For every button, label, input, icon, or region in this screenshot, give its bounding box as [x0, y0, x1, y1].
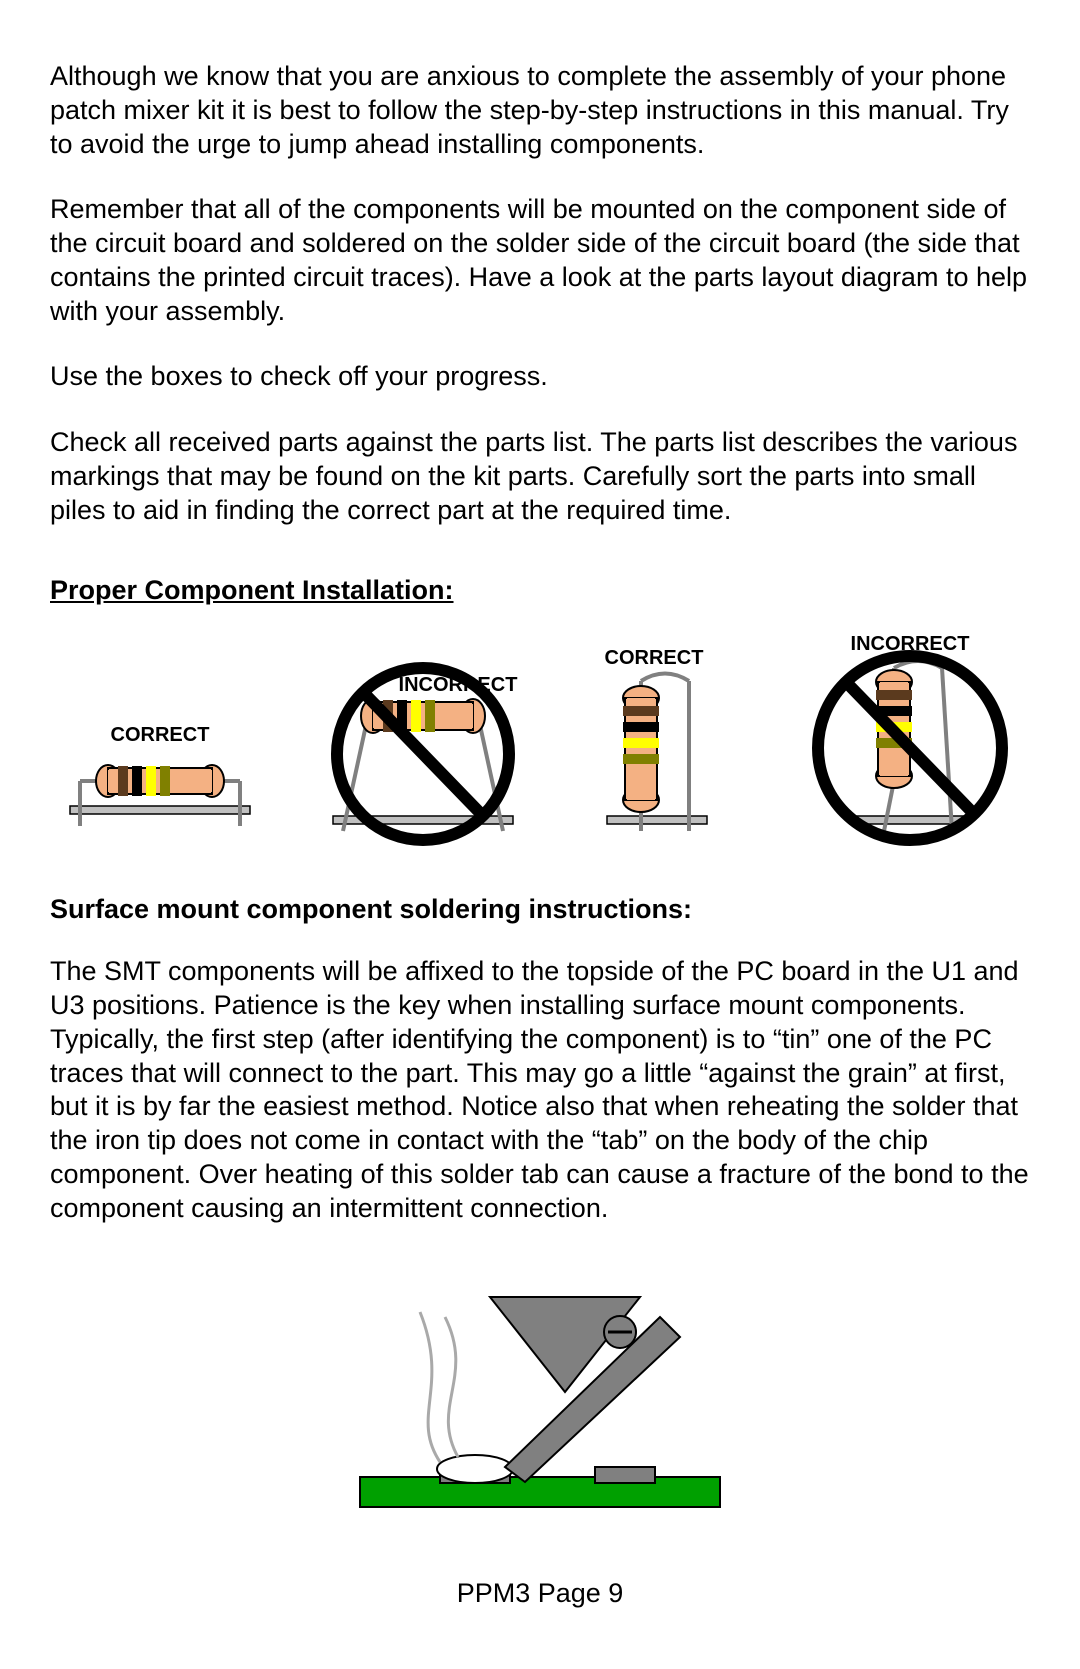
page: Although we know that you are anxious to…: [0, 0, 1080, 1669]
heading-smt-soldering: Surface mount component soldering instru…: [50, 894, 1030, 925]
label-correct-1: CORRECT: [111, 724, 210, 746]
smt-soldering-diagram: [340, 1257, 740, 1517]
page-footer: PPM3 Page 9: [0, 1578, 1080, 1609]
smt-diagram-wrapper: [50, 1257, 1030, 1517]
smoke-icon: [420, 1312, 458, 1462]
soldering-iron-icon: [490, 1297, 680, 1482]
paragraph-4: Check all received parts against the par…: [50, 426, 1030, 527]
panel-correct-horizontal: CORRECT: [50, 676, 270, 846]
vertical-resistor-icon: [623, 686, 659, 812]
paragraph-3: Use the boxes to check off your progress…: [50, 360, 1030, 394]
label-correct-2: CORRECT: [604, 647, 703, 669]
paragraph-5: The SMT components will be affixed to th…: [50, 955, 1030, 1225]
paragraph-2: Remember that all of the components will…: [50, 193, 1030, 328]
panel-incorrect-vertical: INCORRECT: [790, 626, 1030, 846]
panel-correct-vertical: CORRECT: [577, 636, 757, 846]
component-installation-diagram: CORRECT: [50, 626, 1030, 846]
paragraph-1: Although we know that you are anxious to…: [50, 60, 1030, 161]
horizontal-resistor-icon: [96, 765, 224, 797]
panel-incorrect-horizontal: INCORRECT: [303, 646, 543, 846]
heading-proper-installation: Proper Component Installation:: [50, 575, 1030, 606]
